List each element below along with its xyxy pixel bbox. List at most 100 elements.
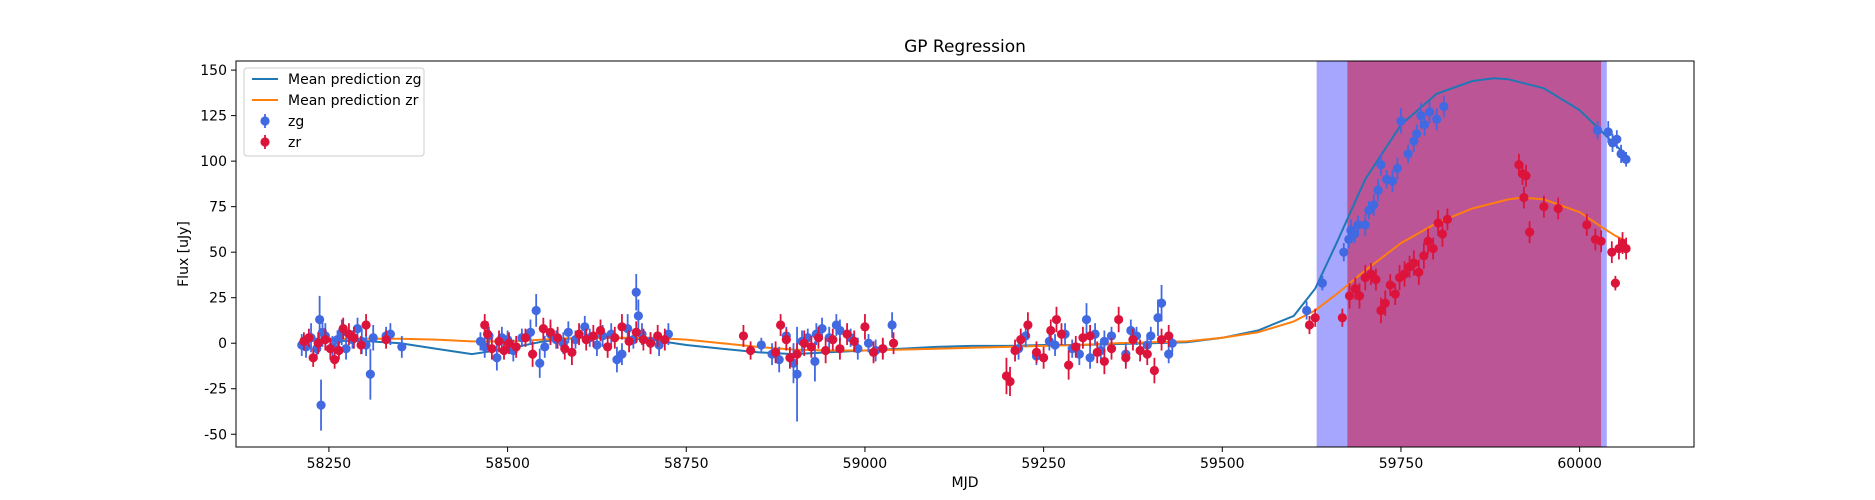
point-zg <box>592 340 602 350</box>
point-zr <box>645 338 656 348</box>
point-zr <box>1023 320 1033 330</box>
point-zr <box>610 333 620 343</box>
point-zg <box>1349 229 1360 239</box>
point-zg <box>835 325 845 336</box>
point-zg <box>1050 340 1060 350</box>
legend-label: zg <box>288 114 304 130</box>
point-zr <box>771 347 781 357</box>
point-zr <box>813 333 824 343</box>
point-zr <box>1409 258 1419 268</box>
point-zr <box>538 324 548 334</box>
point-zr <box>338 324 348 334</box>
point-zr <box>567 347 577 357</box>
point-zg <box>1376 160 1386 170</box>
point-zg <box>863 338 874 348</box>
point-zg <box>1403 149 1413 159</box>
point-zr <box>595 325 606 336</box>
x-axis-ticks: 58250 58500 58750 59000 59250 59500 59750 60000 <box>307 447 1602 472</box>
point-zr <box>320 334 330 345</box>
y-tick-label: 50 <box>209 245 227 261</box>
point-zg <box>1387 176 1397 186</box>
point-zr <box>1135 345 1145 356</box>
point-zg <box>540 342 550 352</box>
point-zg <box>1416 111 1426 121</box>
x-axis-label: MJD <box>952 475 979 491</box>
point-zg <box>1412 129 1422 139</box>
point-zg <box>341 344 351 354</box>
y-tick-label: 75 <box>209 200 227 216</box>
point-zr <box>1051 314 1062 325</box>
point-zr <box>1337 313 1347 323</box>
point-zg <box>810 356 820 367</box>
point-zg <box>1592 125 1603 135</box>
x-tick-label: 58750 <box>664 456 709 472</box>
point-zg <box>492 353 502 363</box>
x-tick-label: 59750 <box>1379 456 1424 472</box>
point-zr <box>617 322 627 332</box>
point-zg <box>1392 163 1402 174</box>
x-tick-label: 58500 <box>485 456 530 472</box>
point-zr <box>1376 305 1386 316</box>
point-zr <box>792 349 802 359</box>
point-zr <box>860 322 870 332</box>
point-zr <box>849 336 859 346</box>
point-zr <box>653 331 663 341</box>
point-zr <box>313 338 323 348</box>
point-zg <box>1621 154 1631 164</box>
point-zr <box>1106 344 1117 354</box>
point-zr <box>487 344 497 354</box>
point-zr <box>785 353 795 363</box>
point-zr <box>1056 329 1067 339</box>
point-zg <box>1317 278 1327 288</box>
legend: Mean prediction zg Mean prediction zr zg zr <box>243 67 425 157</box>
point-zr <box>821 345 831 356</box>
point-zr <box>1005 376 1015 387</box>
point-zg <box>1146 331 1156 341</box>
point-zr <box>828 334 838 345</box>
point-zr <box>325 344 335 354</box>
point-zg <box>1074 349 1084 359</box>
point-zr <box>520 333 531 343</box>
point-zr <box>1078 333 1088 343</box>
point-zr <box>334 345 344 356</box>
point-zr <box>499 345 509 356</box>
point-zr <box>806 342 816 352</box>
point-zg <box>1156 298 1167 308</box>
y-tick-label: 25 <box>209 291 227 307</box>
point-zr <box>494 336 504 346</box>
point-zr <box>1064 360 1074 370</box>
point-zg <box>756 340 766 350</box>
point-zg <box>1373 185 1383 195</box>
point-zr <box>1414 267 1424 277</box>
point-zr <box>574 329 584 339</box>
point-zg <box>1081 314 1092 325</box>
point-zr <box>1099 356 1109 367</box>
point-zg <box>631 287 641 297</box>
point-zr <box>842 329 852 339</box>
point-zr <box>1399 269 1410 279</box>
legend-box <box>243 67 425 157</box>
point-zg <box>1099 336 1109 346</box>
point-zr <box>888 338 899 348</box>
y-tick-label: 125 <box>200 109 227 125</box>
point-zr <box>553 333 563 343</box>
point-zg <box>1419 120 1430 130</box>
y-axis-label: Flux [uJy] <box>176 221 192 287</box>
point-zr <box>1164 331 1174 341</box>
chart-title: GP Regression <box>904 37 1026 57</box>
y-tick-label: 0 <box>218 336 227 352</box>
point-zr <box>1149 365 1159 376</box>
point-zr <box>511 342 521 352</box>
legend-label: zr <box>288 135 301 151</box>
point-zg <box>1339 247 1349 257</box>
point-zg <box>1424 107 1435 117</box>
point-zg <box>368 333 378 343</box>
point-zr <box>603 342 613 352</box>
point-zg <box>580 322 590 332</box>
point-zr <box>1371 274 1381 285</box>
series-zr <box>299 153 1631 397</box>
data-points <box>297 95 1631 431</box>
point-zr <box>588 331 598 341</box>
point-zr <box>1304 320 1315 330</box>
point-zr <box>381 334 391 345</box>
